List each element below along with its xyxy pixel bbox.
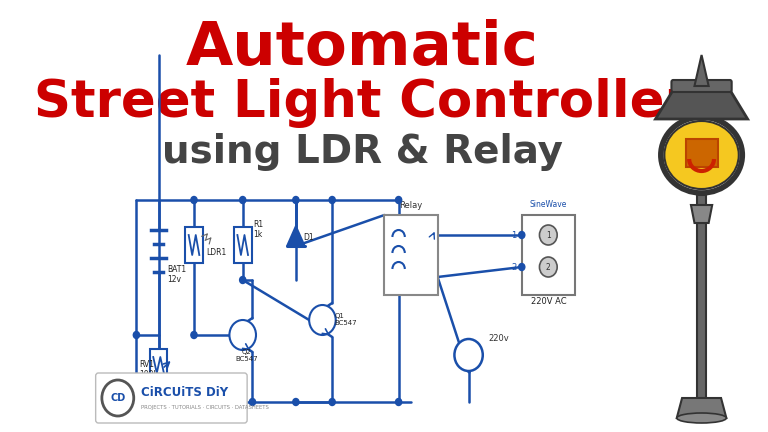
Text: CD: CD — [110, 393, 125, 403]
Circle shape — [455, 339, 483, 371]
Circle shape — [518, 232, 525, 238]
Text: using LDR & Relay: using LDR & Relay — [162, 133, 563, 171]
Text: Q1
BC547: Q1 BC547 — [335, 313, 357, 326]
Circle shape — [329, 398, 336, 406]
Text: 1: 1 — [546, 231, 551, 239]
FancyBboxPatch shape — [697, 195, 706, 410]
Circle shape — [240, 276, 246, 283]
Polygon shape — [677, 398, 727, 418]
Text: LDR1: LDR1 — [207, 248, 227, 257]
Ellipse shape — [664, 121, 739, 189]
Text: 220v: 220v — [488, 334, 509, 343]
Circle shape — [518, 264, 525, 270]
Text: D1: D1 — [303, 233, 313, 242]
Polygon shape — [691, 205, 712, 223]
Polygon shape — [656, 87, 747, 119]
Circle shape — [134, 331, 140, 339]
FancyBboxPatch shape — [385, 215, 438, 295]
FancyBboxPatch shape — [521, 215, 575, 295]
Circle shape — [539, 225, 557, 245]
Text: Street Light Controller: Street Light Controller — [35, 78, 690, 128]
Circle shape — [293, 398, 299, 406]
Circle shape — [191, 197, 197, 203]
FancyBboxPatch shape — [96, 373, 247, 423]
Circle shape — [155, 398, 161, 406]
Text: SineWave: SineWave — [530, 200, 567, 209]
Circle shape — [191, 331, 197, 339]
Ellipse shape — [677, 413, 727, 423]
Circle shape — [102, 380, 134, 416]
FancyBboxPatch shape — [671, 80, 732, 92]
Circle shape — [293, 197, 299, 203]
Polygon shape — [694, 55, 709, 86]
Circle shape — [539, 257, 557, 277]
Circle shape — [329, 197, 336, 203]
Circle shape — [250, 398, 256, 406]
Text: BAT1
12v: BAT1 12v — [167, 265, 187, 284]
FancyBboxPatch shape — [686, 139, 717, 167]
Text: R1
1k: R1 1k — [253, 219, 263, 239]
Circle shape — [396, 197, 402, 203]
Circle shape — [310, 305, 336, 335]
Text: PROJECTS · TUTORIALS · CIRCUITS · DATASHEETS: PROJECTS · TUTORIALS · CIRCUITS · DATASH… — [141, 404, 269, 410]
Circle shape — [396, 398, 402, 406]
Polygon shape — [287, 226, 305, 246]
Circle shape — [240, 197, 246, 203]
FancyBboxPatch shape — [233, 227, 252, 263]
Text: 2: 2 — [511, 263, 516, 271]
FancyBboxPatch shape — [150, 349, 167, 381]
Circle shape — [230, 320, 256, 350]
Text: 1: 1 — [511, 231, 516, 239]
Text: Automatic: Automatic — [186, 19, 539, 77]
Text: 2: 2 — [546, 263, 551, 271]
Text: RV1
100k: RV1 100k — [139, 359, 158, 379]
Text: CiRCUiTS DiY: CiRCUiTS DiY — [141, 385, 228, 398]
FancyBboxPatch shape — [185, 227, 203, 263]
Text: Relay: Relay — [399, 201, 422, 210]
Text: 220V AC: 220V AC — [531, 297, 566, 306]
Text: Q2
BC547: Q2 BC547 — [235, 349, 257, 362]
